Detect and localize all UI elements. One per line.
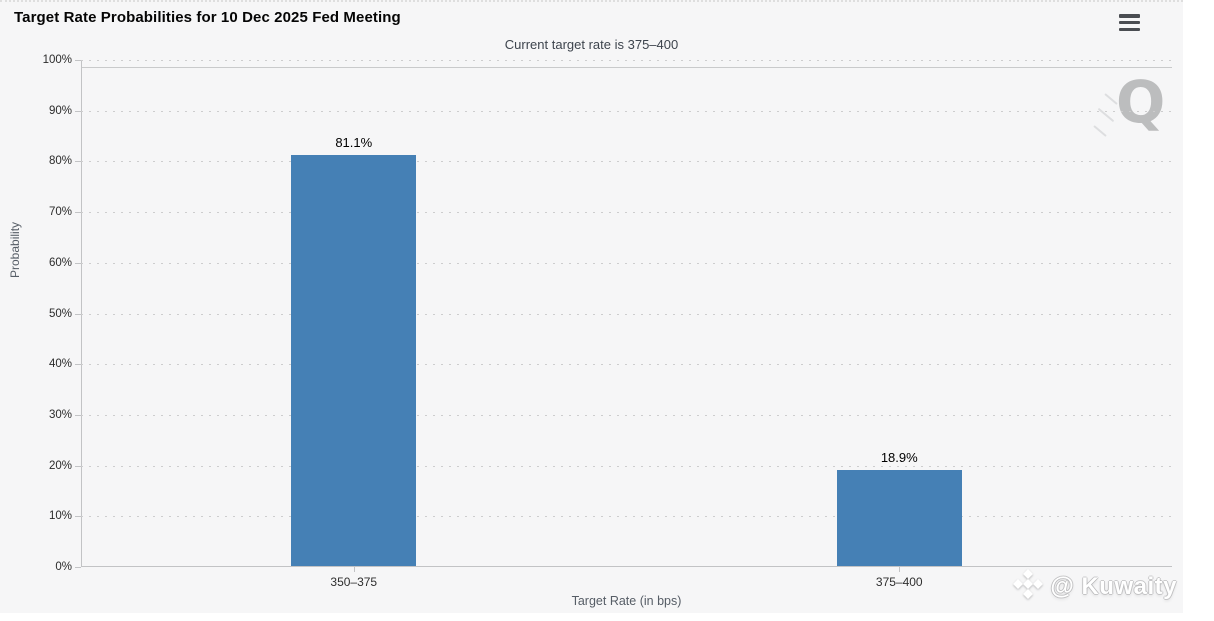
brand-watermark: @ Kuwaity — [1012, 568, 1177, 605]
gridline-90% — [81, 110, 1172, 112]
y-tick — [75, 567, 81, 568]
y-axis-label: 40% — [48, 358, 72, 371]
x-category-label: 375–400 — [875, 575, 923, 589]
y-axis-label: 30% — [48, 408, 72, 421]
y-axis-label: 80% — [48, 155, 72, 168]
plot-top-border — [81, 67, 1172, 68]
gridline-20% — [81, 465, 1172, 467]
gridline-60% — [81, 262, 1172, 264]
y-axis-label: 0% — [55, 561, 72, 573]
gridline-100% — [81, 60, 1172, 61]
plot-area: 81.1% 18.9% — [75, 60, 1172, 568]
bar-value-label: 18.9% — [880, 450, 918, 466]
q-logo-watermark: Q — [1116, 68, 1166, 136]
y-tick — [75, 414, 81, 416]
y-tick — [75, 262, 81, 264]
y-tick — [75, 212, 81, 214]
y-tick — [75, 110, 81, 112]
x-axis-line — [81, 566, 1172, 567]
y-axis-label: 90% — [48, 104, 72, 117]
y-axis-label: 60% — [48, 256, 72, 269]
fedwatch-chart: Target Rate Probabilities for 10 Dec 202… — [0, 0, 1183, 608]
gridline-30% — [81, 414, 1172, 416]
bar-value-label: 81.1% — [335, 134, 373, 150]
x-category-label: 350–375 — [330, 575, 378, 589]
bar-375–400[interactable] — [836, 470, 962, 566]
y-tick — [75, 364, 81, 366]
y-axis-label: 70% — [48, 206, 72, 219]
y-axis-label: 20% — [48, 459, 72, 472]
gridline-10% — [81, 516, 1172, 518]
hamburger-menu-icon[interactable] — [1119, 14, 1140, 31]
y-tick — [75, 516, 81, 518]
gridline-40% — [81, 364, 1172, 366]
gridline-70% — [81, 212, 1172, 214]
brand-watermark-text: @ Kuwaity — [1050, 572, 1177, 600]
chart-title: Target Rate Probabilities for 10 Dec 202… — [14, 9, 401, 26]
x-tick — [899, 567, 901, 572]
y-axis-label: 100% — [42, 54, 72, 66]
binance-diamond-icon — [1012, 568, 1044, 605]
x-axis-title: Target Rate (in bps) — [571, 594, 682, 608]
y-tick — [75, 313, 81, 315]
bar-350–375[interactable] — [291, 154, 417, 566]
y-axis-label: 50% — [48, 307, 72, 320]
y-tick — [75, 60, 81, 61]
y-tick — [75, 465, 81, 467]
x-tick — [353, 567, 355, 572]
gridline-50% — [81, 313, 1172, 315]
y-tick — [75, 161, 81, 163]
gridline-80% — [81, 161, 1172, 163]
y-axis-label: 10% — [48, 510, 72, 523]
chart-subtitle: Current target rate is 375–400 — [504, 37, 679, 52]
